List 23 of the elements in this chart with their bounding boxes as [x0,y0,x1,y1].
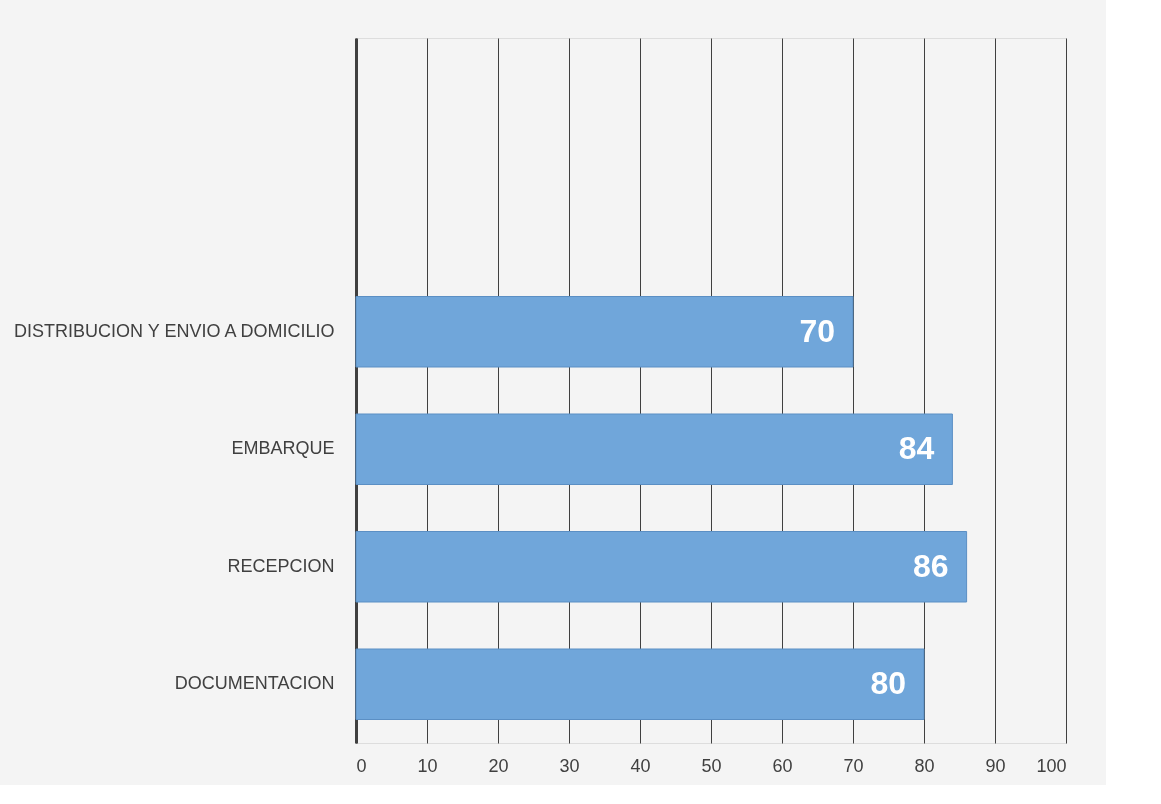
bar [355,413,953,485]
x-tick-label: 0 [356,755,367,776]
bar [355,296,854,368]
data-label: 70 [799,312,835,349]
data-label: 80 [870,665,906,702]
x-tick-label: 50 [701,755,722,776]
x-tick-label: 100 [1036,755,1067,776]
data-label: 86 [913,547,949,584]
x-tick-label: 40 [630,755,651,776]
y-tick-label: DOCUMENTACION [174,673,335,694]
x-tick-label: 90 [985,755,1006,776]
bar [355,648,925,720]
y-tick-label: EMBARQUE [231,438,335,459]
y-tick-label: RECEPCION [227,555,335,576]
y-tick-label: DISTRIBUCION Y ENVIO A DOMICILIO [14,320,335,341]
data-label: 84 [898,430,935,467]
x-tick-label: 60 [772,755,793,776]
x-tick-label: 70 [843,755,864,776]
x-tick-label: 10 [417,755,438,776]
x-tick-label: 80 [914,755,935,776]
bar [355,531,968,603]
x-tick-label: 30 [559,755,580,776]
x-tick-label: 20 [488,755,509,776]
